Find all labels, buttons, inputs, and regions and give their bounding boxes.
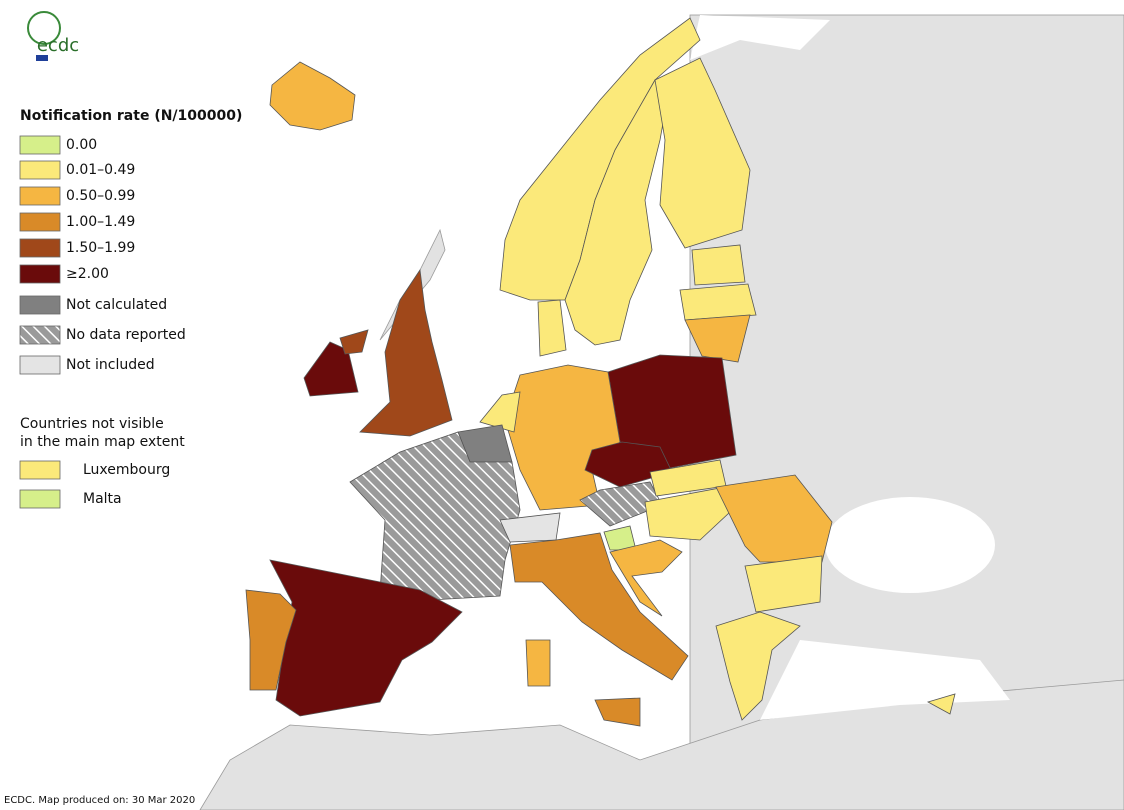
- extra-legend-swatch: [19, 489, 61, 509]
- legend-swatch: [19, 186, 61, 206]
- legend-label: Not calculated: [66, 297, 167, 313]
- croatia: [609, 539, 683, 617]
- extra-legend-title: in the main map extent: [20, 434, 185, 450]
- slovenia: [603, 525, 637, 551]
- legend-label: No data reported: [66, 327, 186, 343]
- legend-swatch: [19, 238, 61, 258]
- legend-label: 1.00–1.49: [66, 214, 135, 230]
- legend-swatch: [19, 212, 61, 232]
- latvia: [679, 283, 757, 321]
- united-kingdom: [359, 268, 453, 437]
- barents-sea: [690, 15, 830, 60]
- footer: ECDC. Map produced on: 30 Mar 2020: [4, 795, 195, 806]
- legend-swatch: [19, 135, 61, 155]
- legend-label: 0.01–0.49: [66, 162, 135, 178]
- logo: ecdc: [27, 11, 79, 61]
- denmark: [537, 299, 567, 357]
- logo-globe: [27, 11, 61, 45]
- lithuania: [684, 314, 751, 363]
- extra-legend-swatch: [19, 460, 61, 480]
- extra-legend-label: Malta: [83, 491, 122, 507]
- finland: [654, 57, 751, 249]
- legend-swatch: [19, 295, 61, 315]
- legend-label: 1.50–1.99: [66, 240, 135, 256]
- legend-label: 0.50–0.99: [66, 188, 135, 204]
- sweden: [564, 79, 669, 346]
- countries: [245, 17, 956, 727]
- greece: [715, 611, 801, 721]
- ireland: [303, 341, 359, 397]
- logo-flag: [36, 55, 48, 61]
- legend-label: 0.00: [66, 137, 97, 153]
- legend: 0.00 0.01–0.49 0.50–0.99 1.00–1.49 1.50–1.99…: [19, 135, 186, 509]
- logo-text: ecdc: [37, 35, 79, 56]
- hungary: [644, 487, 731, 541]
- germany: [504, 364, 621, 511]
- legend-swatch: [19, 325, 61, 345]
- extra-legend-title: Countries not visible: [20, 416, 164, 432]
- northern-ireland: [339, 329, 369, 355]
- legend-label: ≥2.00: [66, 266, 109, 282]
- legend-title: Notification rate (N/100000): [20, 108, 242, 124]
- bulgaria: [744, 555, 823, 613]
- legend-swatch: [19, 355, 61, 375]
- legend-swatch: [19, 160, 61, 180]
- north-africa: [199, 679, 1124, 810]
- estonia: [691, 244, 746, 286]
- legend-swatch: [19, 264, 61, 284]
- iceland: [269, 61, 356, 131]
- portugal: [245, 589, 297, 691]
- extra-legend-label: Luxembourg: [83, 462, 170, 478]
- black-sea: [825, 497, 995, 593]
- legend-label: Not included: [66, 357, 155, 373]
- italy: [509, 532, 689, 681]
- sardinia: [525, 639, 551, 687]
- cyprus: [926, 693, 956, 715]
- sicily: [594, 697, 641, 727]
